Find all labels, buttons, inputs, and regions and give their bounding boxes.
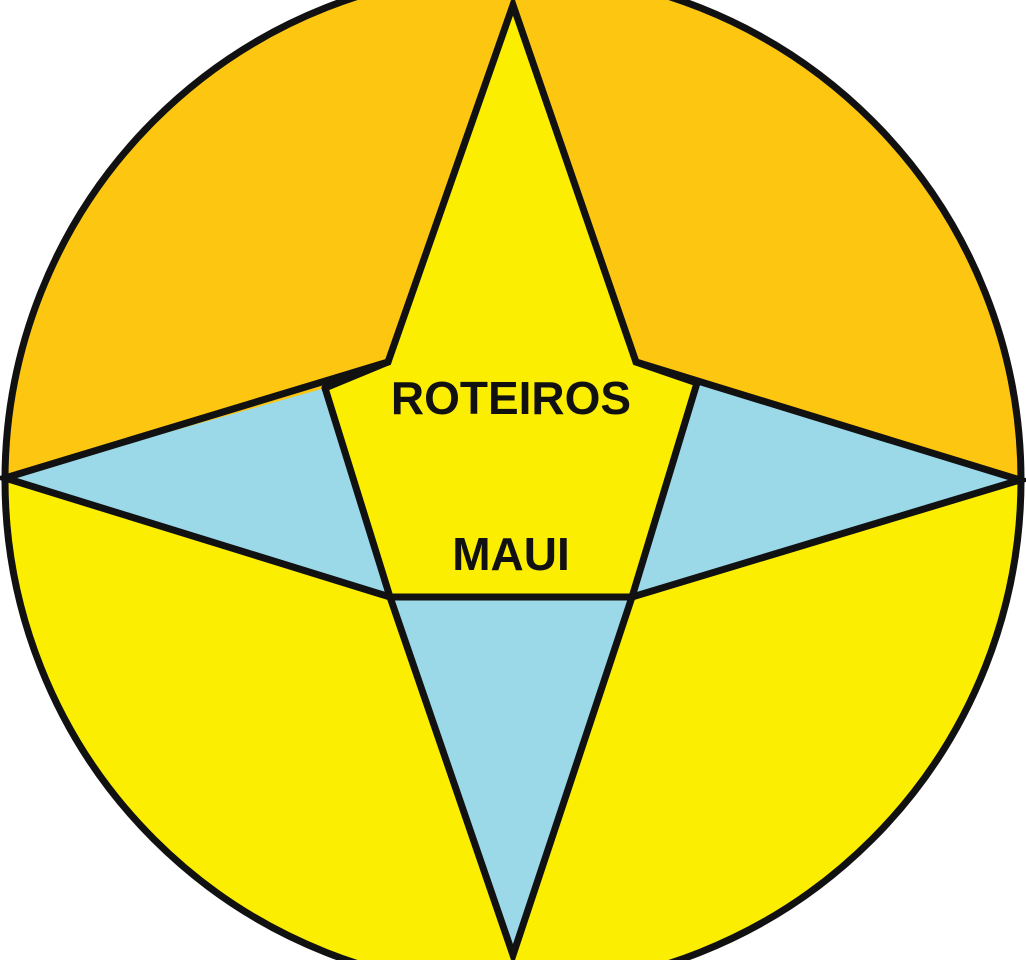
- south-star-point: [390, 597, 632, 955]
- logo-title-line2: MAUI: [452, 528, 570, 580]
- east-star-point: [632, 383, 1020, 597]
- logo-title-line1: ROTEIROS: [391, 372, 631, 424]
- star-center: [325, 5, 697, 597]
- west-star-point: [5, 388, 390, 597]
